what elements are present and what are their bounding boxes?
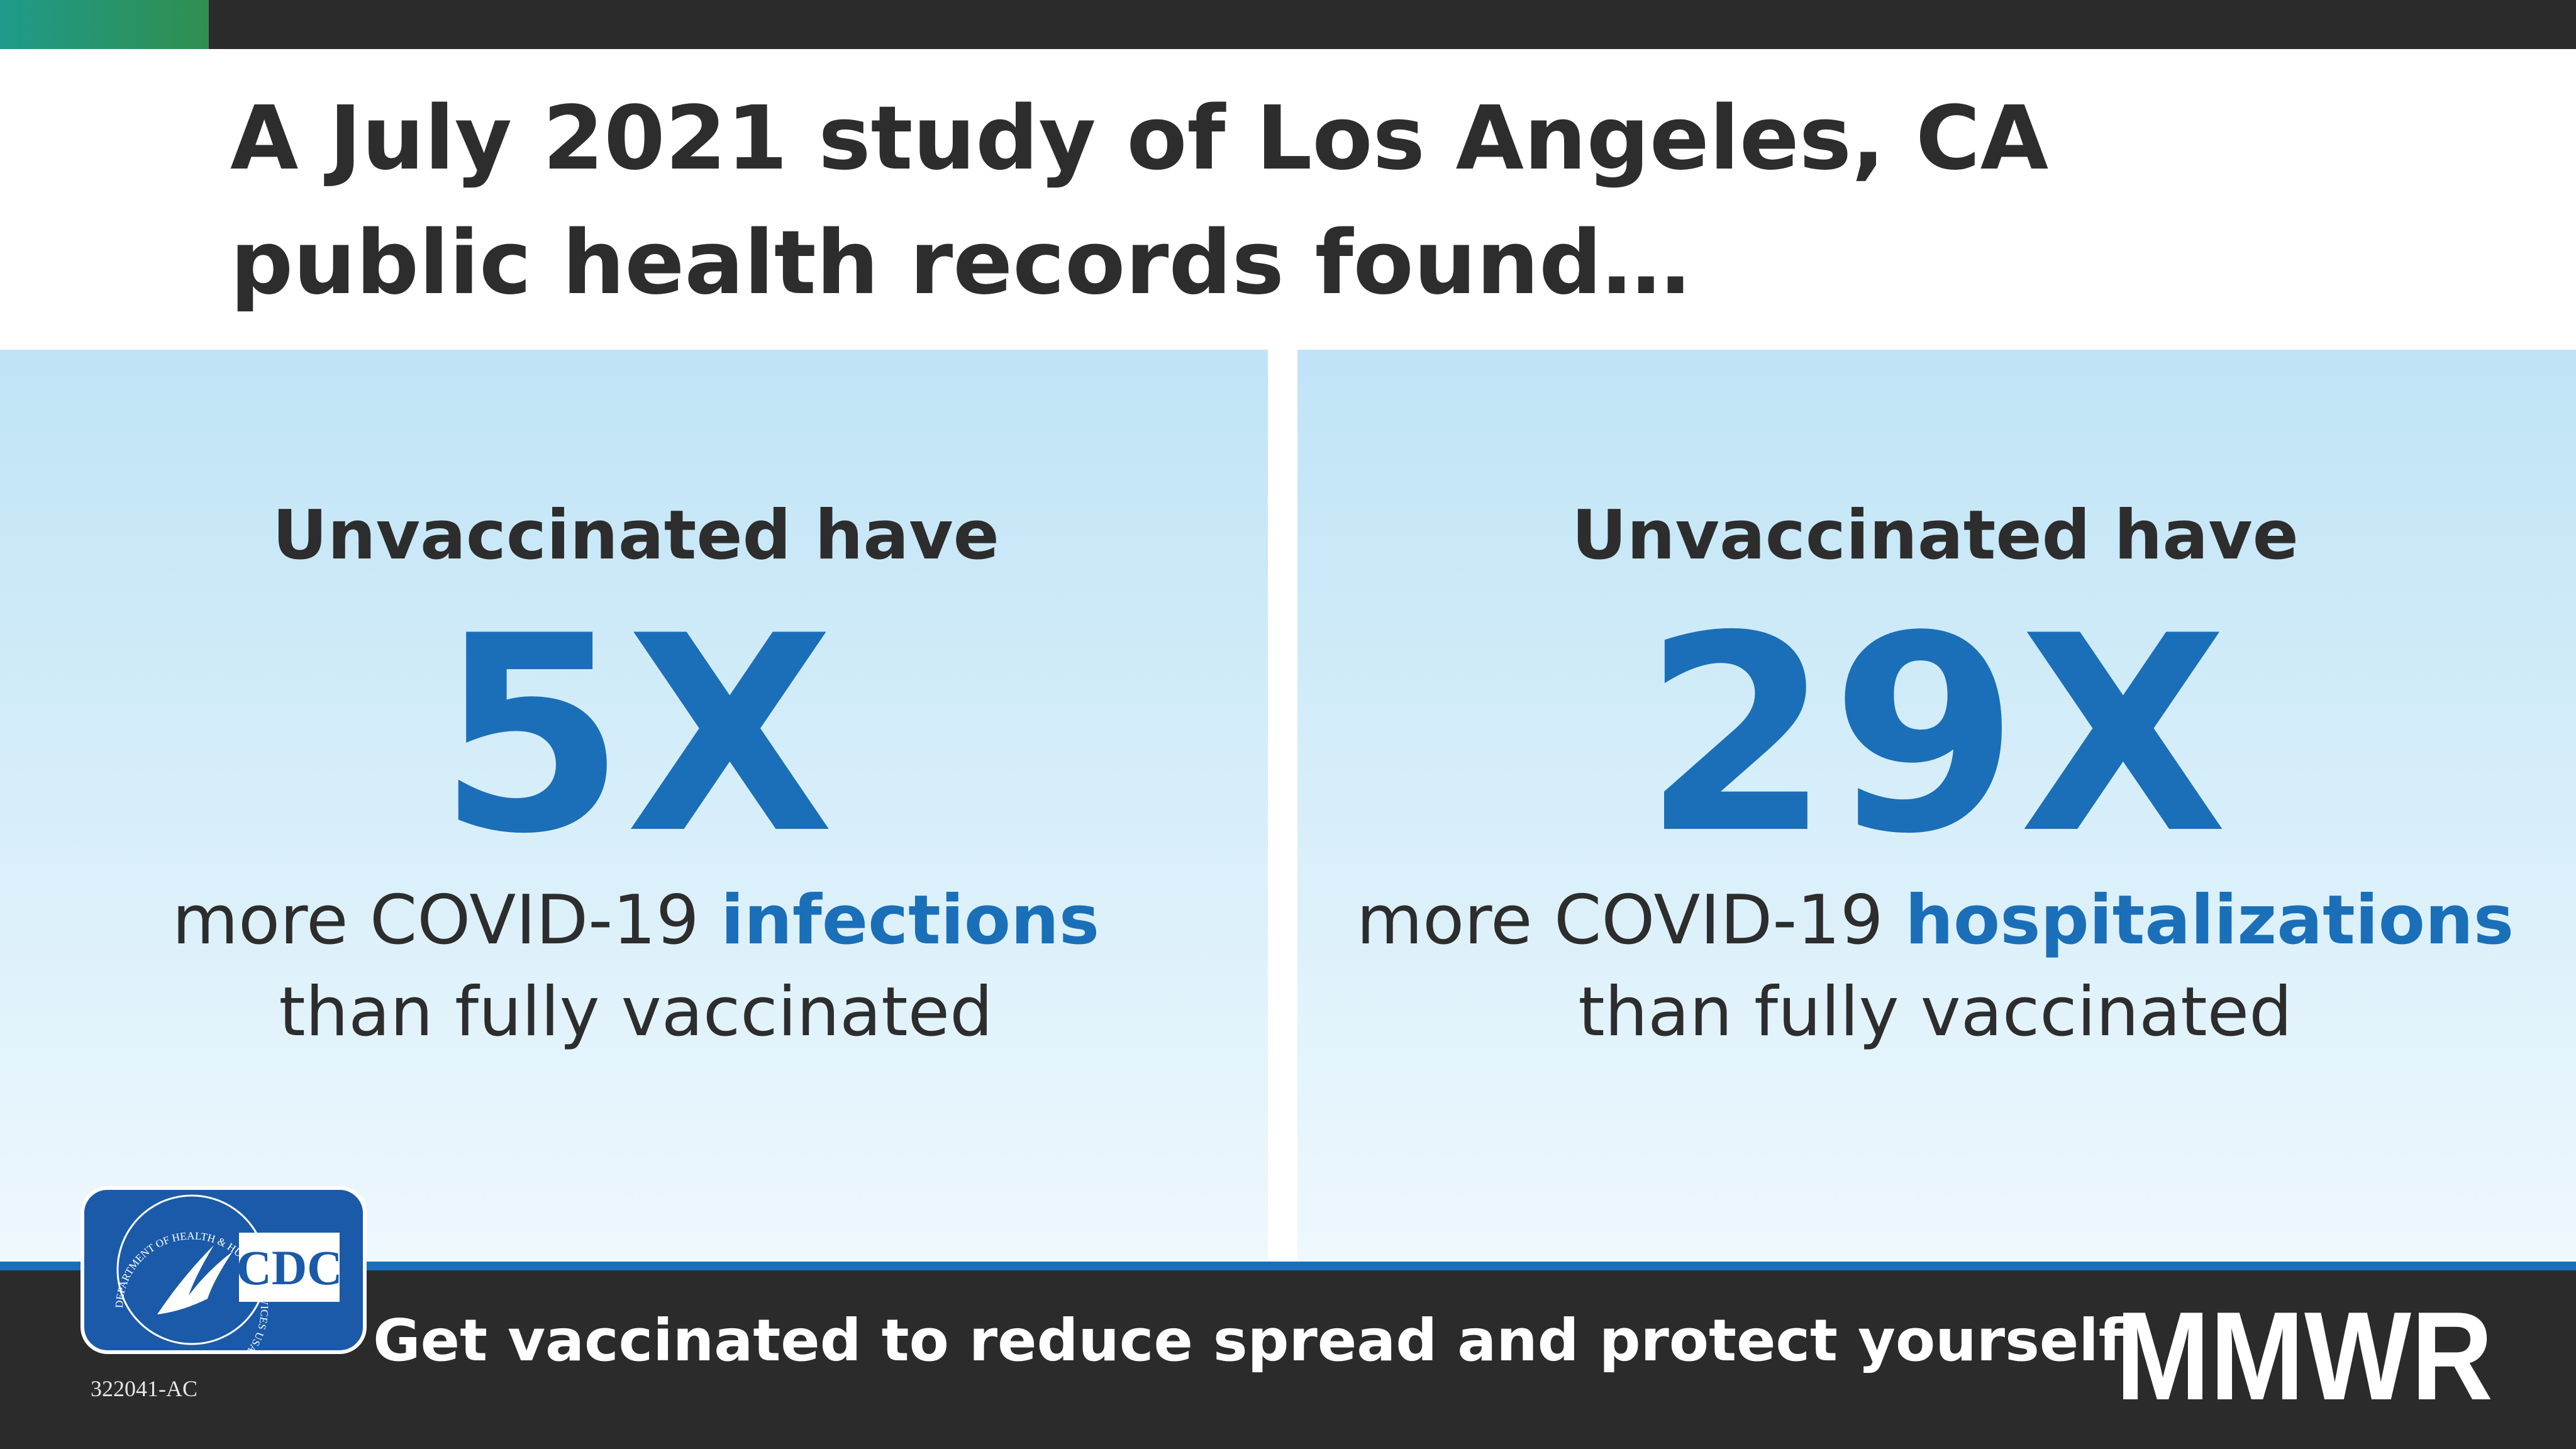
panel-bg bbox=[1297, 350, 2576, 1262]
brand: MMWR bbox=[2116, 1286, 2493, 1426]
panel-figure: 29X bbox=[1643, 579, 2228, 893]
panel-description: more COVID-19 infections bbox=[172, 881, 1099, 960]
code: 322041-AC bbox=[91, 1376, 197, 1401]
description-text: more COVID-19 bbox=[1357, 881, 1905, 960]
top-bar bbox=[0, 0, 2576, 49]
panel-tail: than fully vaccinated bbox=[1578, 973, 2292, 1052]
cdc-box bbox=[239, 1233, 340, 1302]
footer bbox=[0, 1270, 2576, 1449]
panel-figure: 5X bbox=[438, 579, 835, 893]
footer-rule bbox=[0, 1262, 2576, 1270]
logo-box bbox=[80, 1186, 367, 1354]
footer-message: Get vaccinated to reduce spread and prot… bbox=[373, 1307, 2124, 1374]
top-accent bbox=[0, 0, 209, 49]
description-text: more COVID-19 bbox=[172, 881, 721, 960]
panel-description: more COVID-19 hospitalizations bbox=[1357, 881, 2514, 960]
header bbox=[0, 49, 2576, 350]
divider bbox=[1268, 350, 1297, 1262]
panel-bg bbox=[0, 350, 1268, 1262]
description-highlight: hospitalizations bbox=[1905, 881, 2514, 960]
seal-emblem bbox=[157, 1245, 233, 1314]
title-line: public health records found… bbox=[230, 212, 1690, 314]
cdc-text: CDC bbox=[236, 1240, 343, 1295]
cdc-logo: DEPARTMENT OF HEALTH & HUMAN SERVICES US… bbox=[80, 1186, 367, 1356]
panel-tail: than fully vaccinated bbox=[279, 973, 992, 1052]
panel-lead: Unvaccinated have bbox=[272, 496, 999, 575]
panel-lead: Unvaccinated have bbox=[1572, 496, 2299, 575]
description-highlight: infections bbox=[721, 881, 1099, 960]
title-line: A July 2021 study of Los Angeles, CA bbox=[230, 87, 2048, 190]
